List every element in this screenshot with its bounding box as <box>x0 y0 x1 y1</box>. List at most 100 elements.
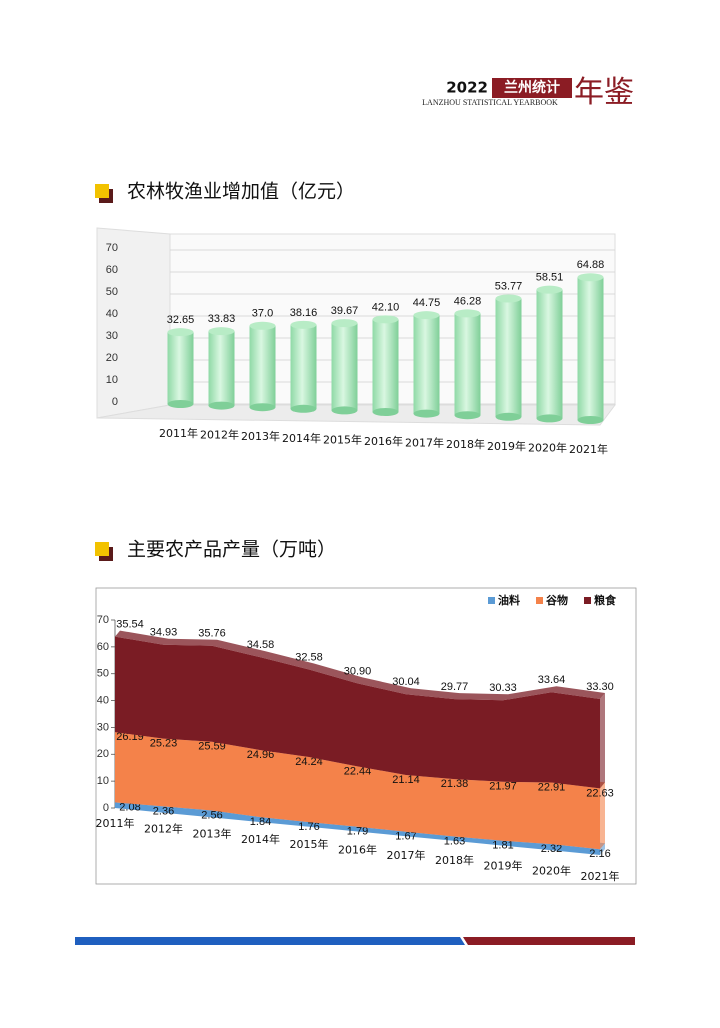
x-tick-label: 2017年 <box>387 848 426 862</box>
value-label: 53.77 <box>495 280 523 292</box>
bar-top <box>413 311 440 320</box>
y-tick-label: 70 <box>106 242 118 254</box>
value-label: 46.28 <box>454 295 482 307</box>
value-label: 37.0 <box>252 308 273 320</box>
value-label: 22.91 <box>538 781 566 793</box>
x-tick-label: 2012年 <box>200 428 239 442</box>
bar-top <box>167 328 194 337</box>
header-yearbook: 年鉴 <box>574 75 634 110</box>
header-brand: 兰州统计 <box>504 79 560 96</box>
value-label: 34.93 <box>150 627 178 639</box>
value-label: 32.65 <box>167 314 195 326</box>
section-title: 农林牧渔业增加值（亿元） <box>127 181 355 203</box>
x-tick-label: 2013年 <box>241 429 280 443</box>
bar-bottom <box>577 416 604 424</box>
x-tick-label: 2018年 <box>446 437 485 451</box>
x-tick-label: 2020年 <box>532 864 571 878</box>
y-tick-label: 10 <box>106 374 118 386</box>
section-icon <box>95 542 109 556</box>
legend-label: 粮食 <box>594 593 617 607</box>
legend-swatch <box>536 597 543 604</box>
value-label: 33.64 <box>538 674 566 686</box>
bar <box>167 332 194 404</box>
y-tick-label: 70 <box>97 614 109 626</box>
value-label: 64.88 <box>577 259 605 271</box>
bar-bottom <box>167 400 194 408</box>
bar <box>495 298 522 417</box>
x-tick-label: 2019年 <box>484 858 523 872</box>
bar <box>331 323 358 411</box>
bar-bottom <box>454 411 481 420</box>
bar <box>372 319 399 412</box>
bar <box>208 331 235 406</box>
value-label: 2.56 <box>201 809 222 821</box>
value-label: 35.76 <box>198 628 226 640</box>
bar-bottom <box>372 408 399 416</box>
value-label: 30.33 <box>489 682 517 694</box>
x-tick-label: 2018年 <box>435 853 474 867</box>
value-label: 21.14 <box>392 774 420 786</box>
footer-bar-red <box>463 937 635 945</box>
bar <box>536 289 563 419</box>
value-label: 30.90 <box>344 665 372 677</box>
value-label: 33.30 <box>586 681 614 693</box>
value-label: 1.76 <box>298 821 319 833</box>
value-label: 2.32 <box>541 843 562 855</box>
area <box>115 802 600 855</box>
y-tick-label: 20 <box>106 352 118 364</box>
x-tick-label: 2021年 <box>569 442 608 456</box>
value-label: 42.10 <box>372 301 400 313</box>
header-brand-bg <box>492 78 572 98</box>
value-label: 1.67 <box>395 831 416 843</box>
x-tick-label: 2017年 <box>405 436 444 450</box>
bar <box>577 277 604 420</box>
x-tick-label: 2012年 <box>144 821 183 835</box>
bar <box>249 325 276 408</box>
x-tick-label: 2013年 <box>193 827 232 841</box>
bar <box>290 324 317 409</box>
bar-bottom <box>536 414 563 423</box>
x-tick-label: 2015年 <box>290 837 329 851</box>
y-tick-label: 30 <box>106 330 118 342</box>
value-label: 30.04 <box>392 676 420 688</box>
section-title: 主要农产品产量（万吨） <box>127 539 336 561</box>
header-year: 2022 <box>446 79 488 97</box>
legend-swatch <box>488 597 495 604</box>
bar-top <box>495 294 522 303</box>
value-label: 22.63 <box>586 787 614 799</box>
value-label: 2.08 <box>119 801 140 813</box>
x-tick-label: 2011年 <box>96 816 135 830</box>
bar-bottom <box>413 409 440 418</box>
x-tick-label: 2019年 <box>487 439 526 453</box>
legend-swatch <box>584 597 591 604</box>
area-side <box>600 782 605 850</box>
area <box>115 636 600 789</box>
bar <box>413 315 440 414</box>
y-tick-label: 60 <box>106 264 118 276</box>
value-label: 58.51 <box>536 272 564 284</box>
y-tick-label: 40 <box>97 694 109 706</box>
header-subtitle: LANZHOU STATISTICAL YEARBOOK <box>422 98 558 107</box>
value-label: 32.58 <box>295 651 323 663</box>
x-tick-label: 2011年 <box>159 426 198 440</box>
value-label: 44.75 <box>413 297 441 309</box>
value-label: 35.54 <box>116 619 144 631</box>
area-side <box>600 843 605 855</box>
value-label: 1.63 <box>444 835 465 847</box>
area-top-face <box>115 630 605 701</box>
value-label: 21.38 <box>441 778 469 790</box>
y-tick-label: 40 <box>106 308 118 320</box>
value-label: 25.23 <box>150 738 178 750</box>
value-label: 2.16 <box>589 848 610 860</box>
chart-left-wall <box>96 227 171 419</box>
y-tick-label: 20 <box>97 748 109 760</box>
x-tick-label: 2021年 <box>581 869 620 883</box>
x-tick-label: 2014年 <box>282 431 321 445</box>
bar-top <box>208 327 235 336</box>
y-tick-label: 0 <box>112 396 118 408</box>
value-label: 34.58 <box>247 639 275 651</box>
x-tick-label: 2014年 <box>241 832 280 846</box>
value-label: 22.44 <box>344 765 372 777</box>
bar-top <box>372 315 399 324</box>
value-label: 33.83 <box>208 313 236 325</box>
